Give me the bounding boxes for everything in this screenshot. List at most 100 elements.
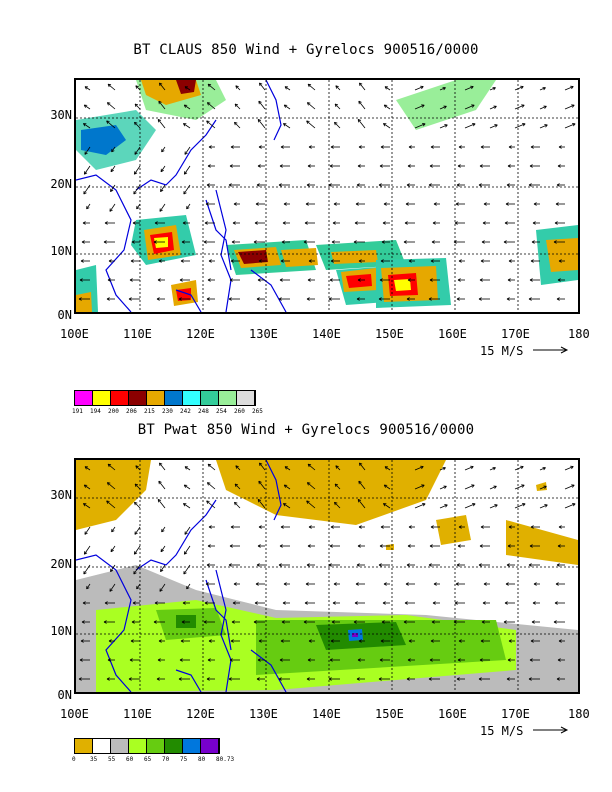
wind-vector-head xyxy=(408,525,412,528)
wind-vector-head xyxy=(129,658,133,661)
wind-vector-head xyxy=(280,145,284,148)
wind-vector-head xyxy=(381,620,385,623)
wind-vector-head xyxy=(278,184,282,187)
wind-vector-head xyxy=(306,120,310,122)
wind-vector-head xyxy=(454,602,458,605)
wind-vector-head xyxy=(208,463,212,466)
wind-vector-head xyxy=(380,259,384,262)
wind-vector-head xyxy=(234,121,238,124)
wind-vector-head xyxy=(231,240,235,243)
wind-vector-head xyxy=(428,183,432,186)
wind-vector-head xyxy=(532,601,536,604)
wind-vector xyxy=(159,203,166,212)
wind-vector-head xyxy=(279,545,283,548)
wind-vector-head xyxy=(230,526,234,529)
wind-vector xyxy=(383,123,391,129)
wind-vector-head xyxy=(255,203,259,206)
wind-vector-head xyxy=(83,572,87,575)
legend-swatch xyxy=(201,391,219,405)
wind-vector-head xyxy=(228,183,232,186)
wind-vector-head xyxy=(181,621,185,624)
wind-vector-head xyxy=(234,103,237,107)
wind-vector-head xyxy=(329,545,333,548)
wind-vector-head xyxy=(383,503,386,507)
wind-vector-head xyxy=(159,462,163,465)
wind-vector-head xyxy=(506,184,510,187)
wind-vector xyxy=(235,85,241,91)
wind-vector xyxy=(135,465,141,471)
wind-vector-head xyxy=(433,582,437,585)
wind-vector-head xyxy=(259,82,261,86)
panel-2-scale: 15 M/S xyxy=(480,724,571,738)
wind-vector xyxy=(160,545,166,553)
wind-vector-head xyxy=(156,298,160,301)
wind-vector-head xyxy=(378,183,382,186)
wind-vector-head xyxy=(428,677,432,680)
scale-arrow-icon xyxy=(532,346,568,354)
wind-vector-head xyxy=(521,86,524,90)
wind-vector-head xyxy=(257,659,261,662)
wind-vector xyxy=(135,85,141,91)
wind-vector-head xyxy=(528,563,532,566)
wind-vector-head xyxy=(456,184,460,187)
wind-vector-head xyxy=(380,260,384,263)
wind-vector-head xyxy=(182,601,186,604)
wind-vector-head xyxy=(157,279,161,282)
wind-vector-head xyxy=(556,298,560,301)
wind-vector-head xyxy=(106,482,109,486)
wind-vector-head xyxy=(104,602,108,605)
wind-vector-head xyxy=(403,241,407,244)
wind-vector-head xyxy=(571,466,574,470)
wind-vector-head xyxy=(508,640,512,643)
wind-vector-head xyxy=(383,583,387,586)
wind-vector-head xyxy=(522,104,525,108)
wind-vector-head xyxy=(335,465,338,469)
wind-vector xyxy=(439,467,446,471)
wind-vector-head xyxy=(433,583,437,586)
wind-vector-head xyxy=(159,589,163,592)
wind-vector-head xyxy=(156,678,160,681)
wind-vector-head xyxy=(358,260,362,263)
wind-vector-head xyxy=(232,222,236,225)
legend-label: 260 xyxy=(234,408,245,415)
wind-vector-head xyxy=(153,240,157,243)
wind-vector-head xyxy=(235,85,238,89)
wind-vector-head xyxy=(357,119,360,123)
wind-vector xyxy=(158,100,166,110)
wind-vector-head xyxy=(306,678,310,681)
wind-vector-head xyxy=(507,659,511,662)
wind-vector-head xyxy=(508,526,512,529)
wind-vector-head xyxy=(444,486,447,489)
wind-vector-head xyxy=(507,164,511,167)
wind-vector-head xyxy=(108,260,112,263)
wind-vector-head xyxy=(283,583,287,586)
wind-vector-head xyxy=(556,184,560,187)
wind-vector-head xyxy=(531,241,535,244)
legend-label: 215 xyxy=(144,408,155,415)
wind-vector-head xyxy=(81,620,85,623)
wind-vector xyxy=(110,165,116,173)
wind-vector-head xyxy=(328,183,332,186)
wind-vector-head xyxy=(481,621,485,624)
wind-vector-head xyxy=(134,552,138,555)
wind-vector-head xyxy=(458,640,462,643)
wind-vector xyxy=(183,184,191,195)
wind-vector-head xyxy=(233,583,237,586)
wind-vector-head xyxy=(207,102,211,104)
wind-vector-head xyxy=(529,165,533,168)
wind-vector-head xyxy=(135,465,138,469)
wind-vector-head xyxy=(379,659,383,662)
wind-vector xyxy=(489,124,498,129)
wind-vector-head xyxy=(256,298,260,301)
wind-vector-head xyxy=(307,102,311,104)
wind-vector xyxy=(184,466,191,471)
wind-vector-head xyxy=(203,241,207,244)
wind-vector xyxy=(564,466,574,471)
wind-vector-head xyxy=(353,620,357,623)
wind-vector-head xyxy=(353,621,357,624)
wind-vector-head xyxy=(472,123,476,127)
wind-vector-head xyxy=(135,103,139,106)
wind-vector-head xyxy=(83,503,86,507)
wind-vector xyxy=(358,480,366,490)
wind-vector-head xyxy=(422,503,426,507)
